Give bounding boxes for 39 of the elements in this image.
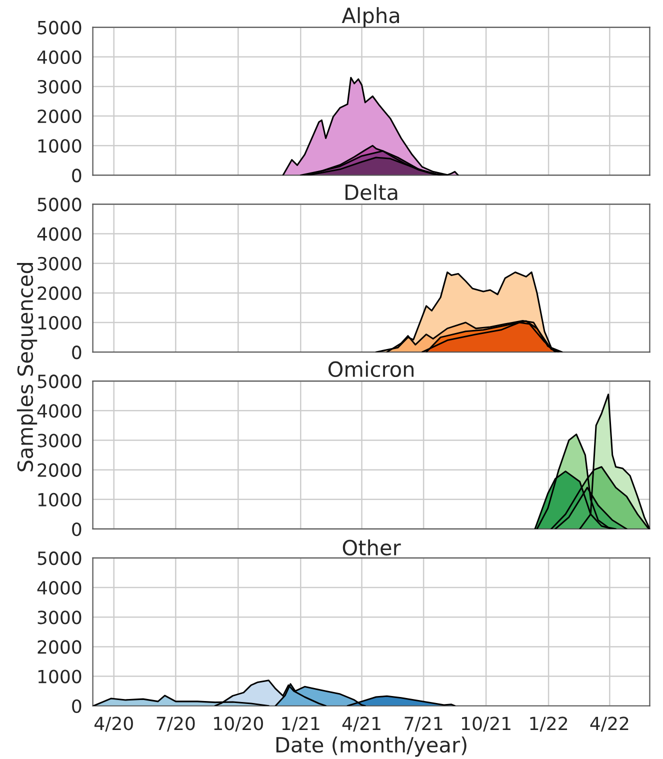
y-tick-label: 5000: [38, 198, 82, 212]
y-tick-label: 4000: [37, 404, 82, 418]
chart-title: Alpha: [342, 7, 400, 28]
x-tick-label: 4/20: [94, 716, 133, 732]
y-tick-label: 2000: [38, 463, 82, 477]
y-tick-label: 5000: [38, 551, 82, 566]
chart-title: Delta: [346, 184, 398, 200]
y-tick-label: 2000: [38, 286, 82, 300]
y-tick-label: 1000: [38, 670, 82, 684]
x-tick-label: 10/21: [462, 716, 510, 732]
y-tick-label: 3000: [38, 80, 82, 94]
y-tick-label: 0: [72, 168, 82, 182]
y-tick-label: 2000: [38, 640, 82, 654]
x-tick-label: 1/22: [530, 716, 568, 732]
x-tick-label: 7/20: [156, 716, 195, 732]
y-tick-label: 5000: [38, 374, 82, 388]
y-tick-label: 0: [72, 346, 82, 360]
x-tick-label: 1/21: [282, 716, 320, 732]
x-tick-label: 4/21: [342, 716, 380, 732]
y-tick-label: 0: [72, 699, 82, 713]
y-tick-label: 3000: [38, 256, 82, 270]
y-tick-label: 4000: [37, 227, 82, 241]
x-axis-title: Date (month/year): [276, 736, 466, 757]
y-tick-label: 4000: [37, 581, 82, 595]
y-tick-label: 1000: [38, 492, 82, 507]
x-tick-label: 10/20: [214, 716, 263, 732]
y-tick-label: 2000: [38, 110, 82, 124]
y-tick-label: 5000: [38, 20, 82, 34]
y-tick-label: 3000: [38, 434, 82, 448]
y-tick-label: 0: [72, 522, 82, 536]
chart-title: Other: [342, 539, 401, 556]
y-tick-label: 3000: [38, 610, 82, 624]
x-tick-label: 4/22: [590, 716, 628, 732]
chart-title: Omicron: [328, 360, 414, 378]
y-tick-label: 1000: [38, 139, 82, 153]
y-tick-label: 4000: [37, 50, 82, 64]
x-tick-label: 7/21: [404, 716, 442, 732]
y-axis-title: Samples Sequenced: [16, 263, 38, 472]
y-tick-label: 1000: [38, 316, 82, 330]
